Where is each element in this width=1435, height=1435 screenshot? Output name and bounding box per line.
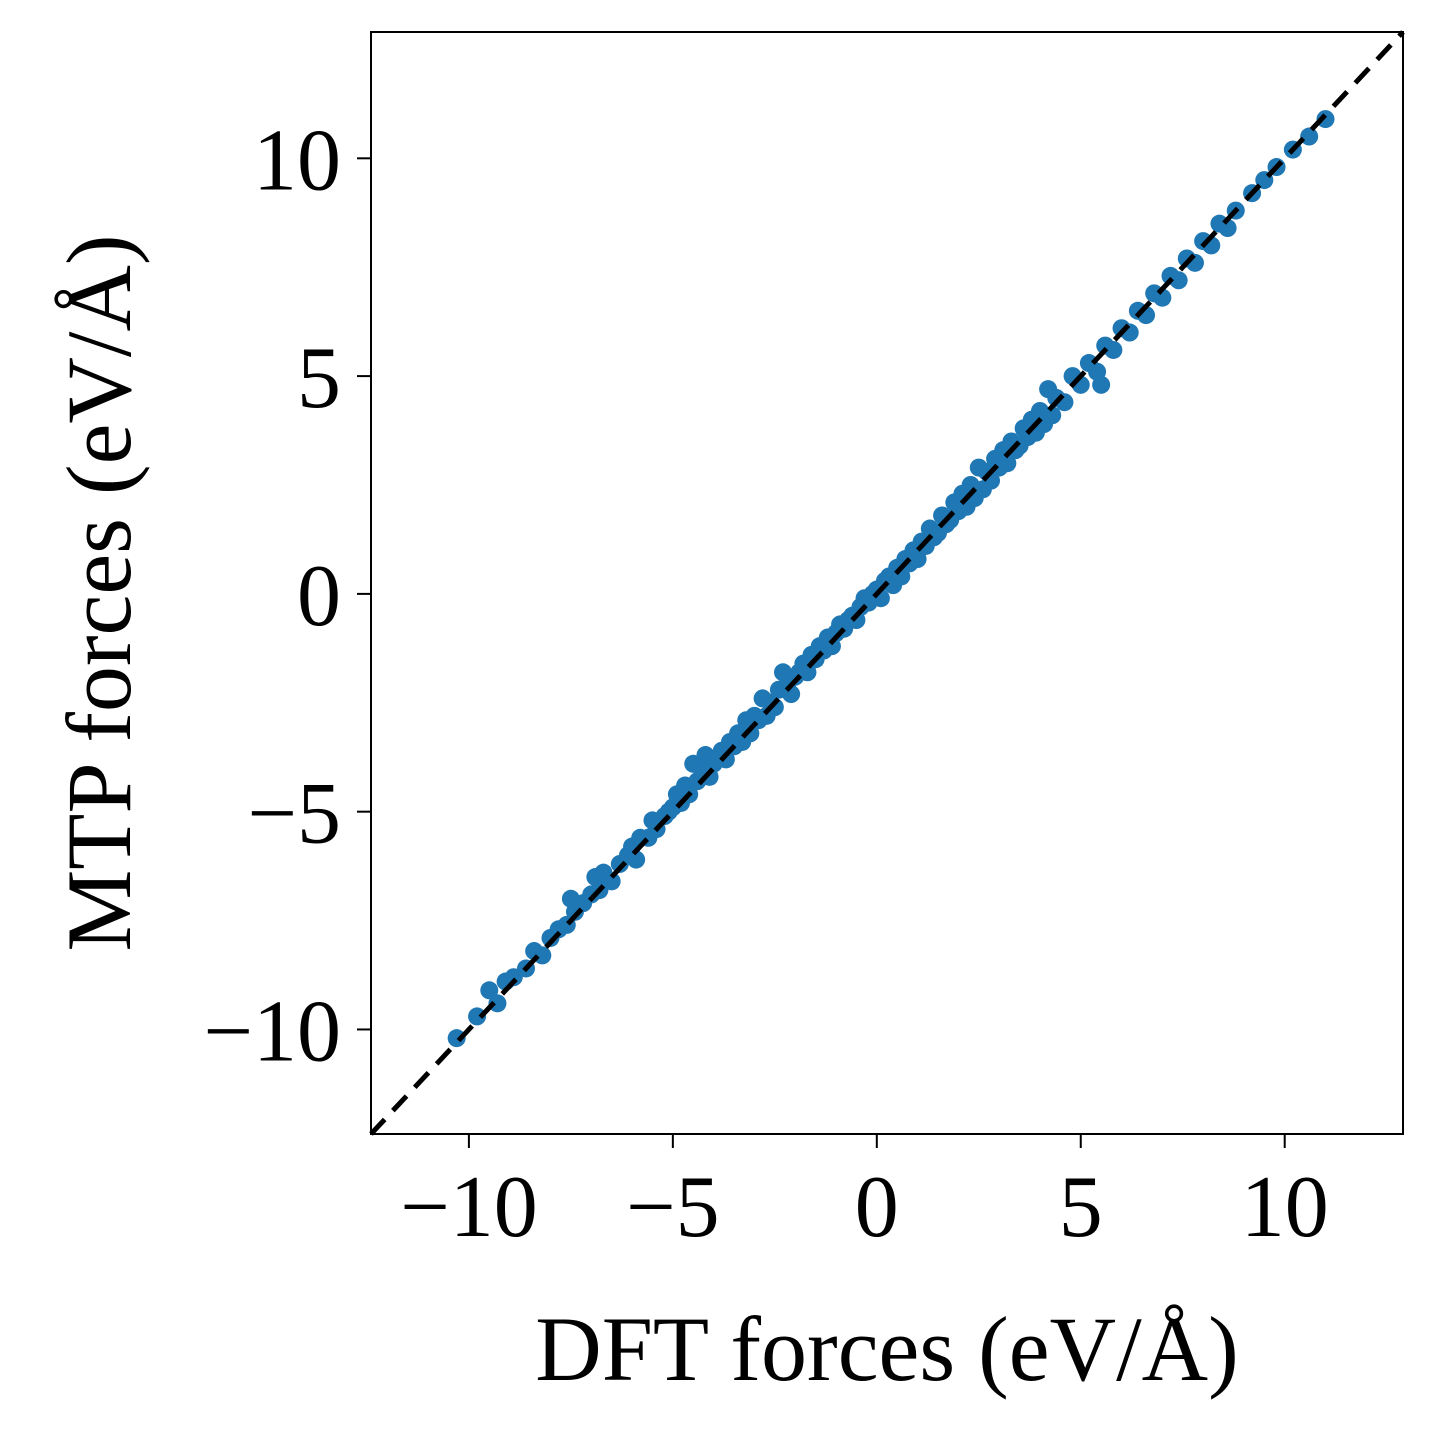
y-tick-label: 0 — [297, 548, 341, 645]
data-point — [765, 698, 784, 717]
data-point — [798, 663, 817, 682]
data-point — [1316, 110, 1335, 129]
x-axis-label: DFT forces (eV/Å) — [535, 1298, 1238, 1400]
x-axis-ticks: −10 −5 0 5 10 — [400, 1134, 1329, 1256]
plot-area-frame — [370, 31, 1404, 1135]
data-point — [908, 550, 927, 569]
x-tick-label: 5 — [1059, 1159, 1103, 1256]
data-point — [1300, 127, 1319, 146]
data-point — [1153, 288, 1172, 307]
x-tick-label: −10 — [400, 1159, 538, 1256]
data-point — [533, 946, 552, 965]
identity-reference-line — [369, 30, 1405, 1136]
x-tick-label: 10 — [1241, 1159, 1329, 1256]
data-point — [1104, 340, 1123, 359]
data-point — [716, 750, 735, 769]
data-point — [480, 981, 499, 1000]
data-points — [447, 110, 1335, 1048]
y-axis-ticks: −10 −5 0 5 10 — [203, 112, 371, 1080]
data-point — [488, 994, 507, 1013]
x-tick-label: 0 — [855, 1159, 899, 1256]
y-tick-label: 10 — [253, 112, 341, 209]
data-point — [741, 724, 760, 743]
y-tick-label: −10 — [203, 983, 341, 1080]
y-tick-label: 5 — [297, 330, 341, 427]
data-point — [1043, 406, 1062, 425]
y-tick-label: −5 — [247, 766, 341, 863]
data-point — [998, 454, 1017, 473]
data-point — [627, 850, 646, 869]
x-tick-label: −5 — [626, 1159, 720, 1256]
data-point — [447, 1029, 466, 1048]
data-point — [1092, 375, 1111, 394]
data-point — [468, 1007, 487, 1026]
data-point — [602, 872, 621, 891]
data-point — [1169, 271, 1188, 290]
y-axis-label: MTP forces (eV/Å) — [48, 234, 150, 951]
data-point — [1218, 219, 1237, 238]
